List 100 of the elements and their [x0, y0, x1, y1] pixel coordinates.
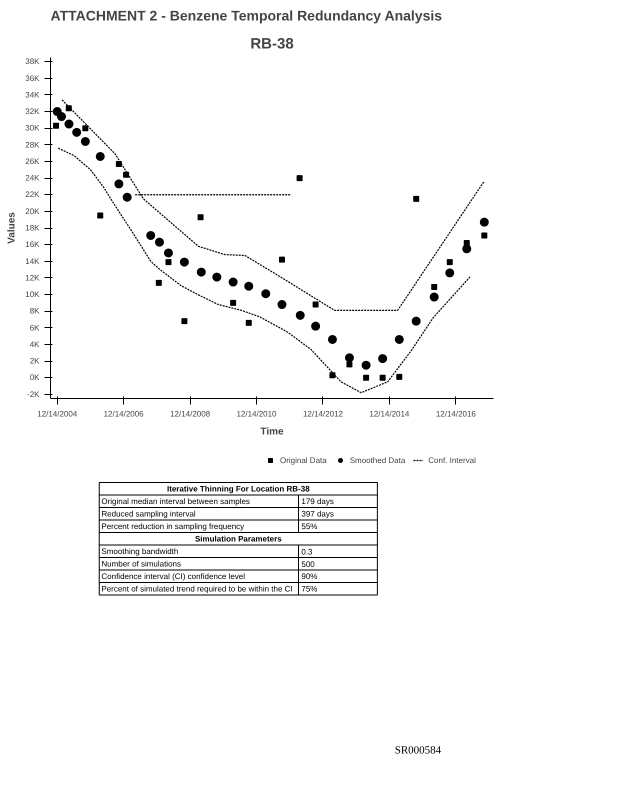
point — [212, 272, 222, 282]
y-tick-label: 10K — [25, 290, 40, 300]
point — [72, 128, 82, 137]
text: Reduced sampling interval — [101, 509, 196, 518]
text: 75% — [301, 584, 318, 594]
legend-label: Conf. Interval — [428, 456, 476, 464]
point — [346, 361, 352, 368]
point — [431, 284, 438, 290]
y-tick-label: 28K — [25, 140, 40, 150]
y-tick-label: 8K — [30, 306, 40, 316]
point — [123, 172, 130, 178]
point — [57, 112, 66, 122]
point — [311, 322, 320, 331]
legend-label: Original Data — [280, 456, 327, 464]
text: 90% — [301, 572, 318, 581]
point — [296, 175, 303, 182]
text: Confidence interval (CI) confidence level — [101, 572, 246, 581]
point — [462, 244, 472, 254]
point — [244, 282, 254, 291]
point — [64, 120, 74, 129]
y-tick-label: 30K — [25, 124, 40, 133]
y-tick-label: 14K — [25, 256, 40, 266]
point — [165, 259, 172, 266]
y-tick-label: 2K — [30, 356, 40, 366]
x-tick-label: 12/14/2004 — [37, 410, 78, 418]
y-tick-label: 38K — [25, 57, 40, 66]
text: SR000584 — [394, 744, 442, 756]
x-tick-label: 12/14/2016 — [436, 410, 476, 418]
y-tick-label: 0K — [30, 373, 40, 382]
y-tick-label: 26K — [25, 156, 40, 166]
point — [82, 125, 88, 132]
point — [446, 259, 453, 266]
point — [344, 353, 354, 362]
point — [378, 354, 388, 364]
y-tick-label: 16K — [25, 240, 40, 250]
x-tick-label: 12/14/2014 — [369, 410, 410, 418]
y-tick-label: 6K — [30, 323, 40, 332]
point — [114, 179, 124, 188]
y-tick-label: 34K — [25, 90, 40, 100]
point — [154, 238, 164, 247]
text: 397 days — [301, 509, 334, 518]
point — [413, 196, 420, 202]
text: Percent reduction in sampling frequency — [101, 522, 244, 531]
point — [181, 318, 188, 324]
point — [480, 218, 489, 227]
y-tick-label: 12K — [25, 273, 40, 282]
x-tick-label: 12/14/2006 — [104, 410, 144, 418]
y-axis-title: Values — [6, 212, 18, 244]
point — [445, 268, 454, 278]
y-tick-label: 32K — [25, 107, 40, 116]
chart-subtitle: RB-38 — [250, 36, 294, 52]
point — [277, 300, 286, 310]
point — [146, 230, 156, 240]
y-tick-label: 24K — [25, 174, 40, 183]
point — [80, 137, 90, 146]
point — [180, 258, 189, 267]
point — [230, 300, 236, 306]
point — [481, 232, 488, 238]
x-tick-label: 12/14/2008 — [170, 410, 211, 418]
text: Smoothing bandwidth — [101, 546, 178, 556]
point — [362, 360, 371, 370]
point — [394, 334, 404, 344]
text: Iterative Thinning For Location RB-38 — [166, 484, 310, 494]
point — [328, 334, 337, 344]
x-tick-label: 12/14/2010 — [236, 410, 278, 418]
point — [380, 374, 386, 381]
chart-title: ATTACHMENT 2 - Benzene Temporal Redundancy Analysis — [50, 8, 442, 24]
y-tick-label: 22K — [25, 190, 40, 200]
point — [164, 248, 173, 258]
point — [329, 372, 336, 378]
point — [198, 214, 204, 220]
point — [261, 289, 270, 298]
point — [396, 374, 402, 380]
text: 500 — [301, 560, 316, 569]
text: 179 days — [301, 496, 334, 506]
point — [122, 192, 132, 202]
point — [196, 268, 206, 277]
point — [97, 212, 104, 219]
point — [96, 152, 105, 161]
text: Original median interval between samples — [101, 496, 250, 506]
point — [53, 122, 60, 129]
y-tick-label: 4K — [30, 340, 40, 349]
point — [156, 280, 162, 286]
text: 55% — [301, 522, 318, 531]
point — [363, 374, 370, 381]
text: Simulation Parameters — [194, 534, 282, 544]
line-series — [58, 148, 472, 394]
text: 0.3 — [301, 547, 314, 556]
point — [430, 292, 439, 302]
y-tick-label: -2K — [27, 390, 40, 399]
y-tick-label: 18K — [25, 224, 40, 232]
point — [412, 316, 421, 326]
line-series — [61, 99, 485, 311]
y-tick-label: 36K — [25, 74, 40, 83]
point — [312, 302, 319, 308]
point — [278, 256, 285, 263]
text: Number of simulations — [101, 559, 181, 568]
y-tick-label: 20K — [25, 206, 40, 216]
point — [246, 320, 252, 326]
legend-label: Smoothed Data — [350, 456, 406, 464]
